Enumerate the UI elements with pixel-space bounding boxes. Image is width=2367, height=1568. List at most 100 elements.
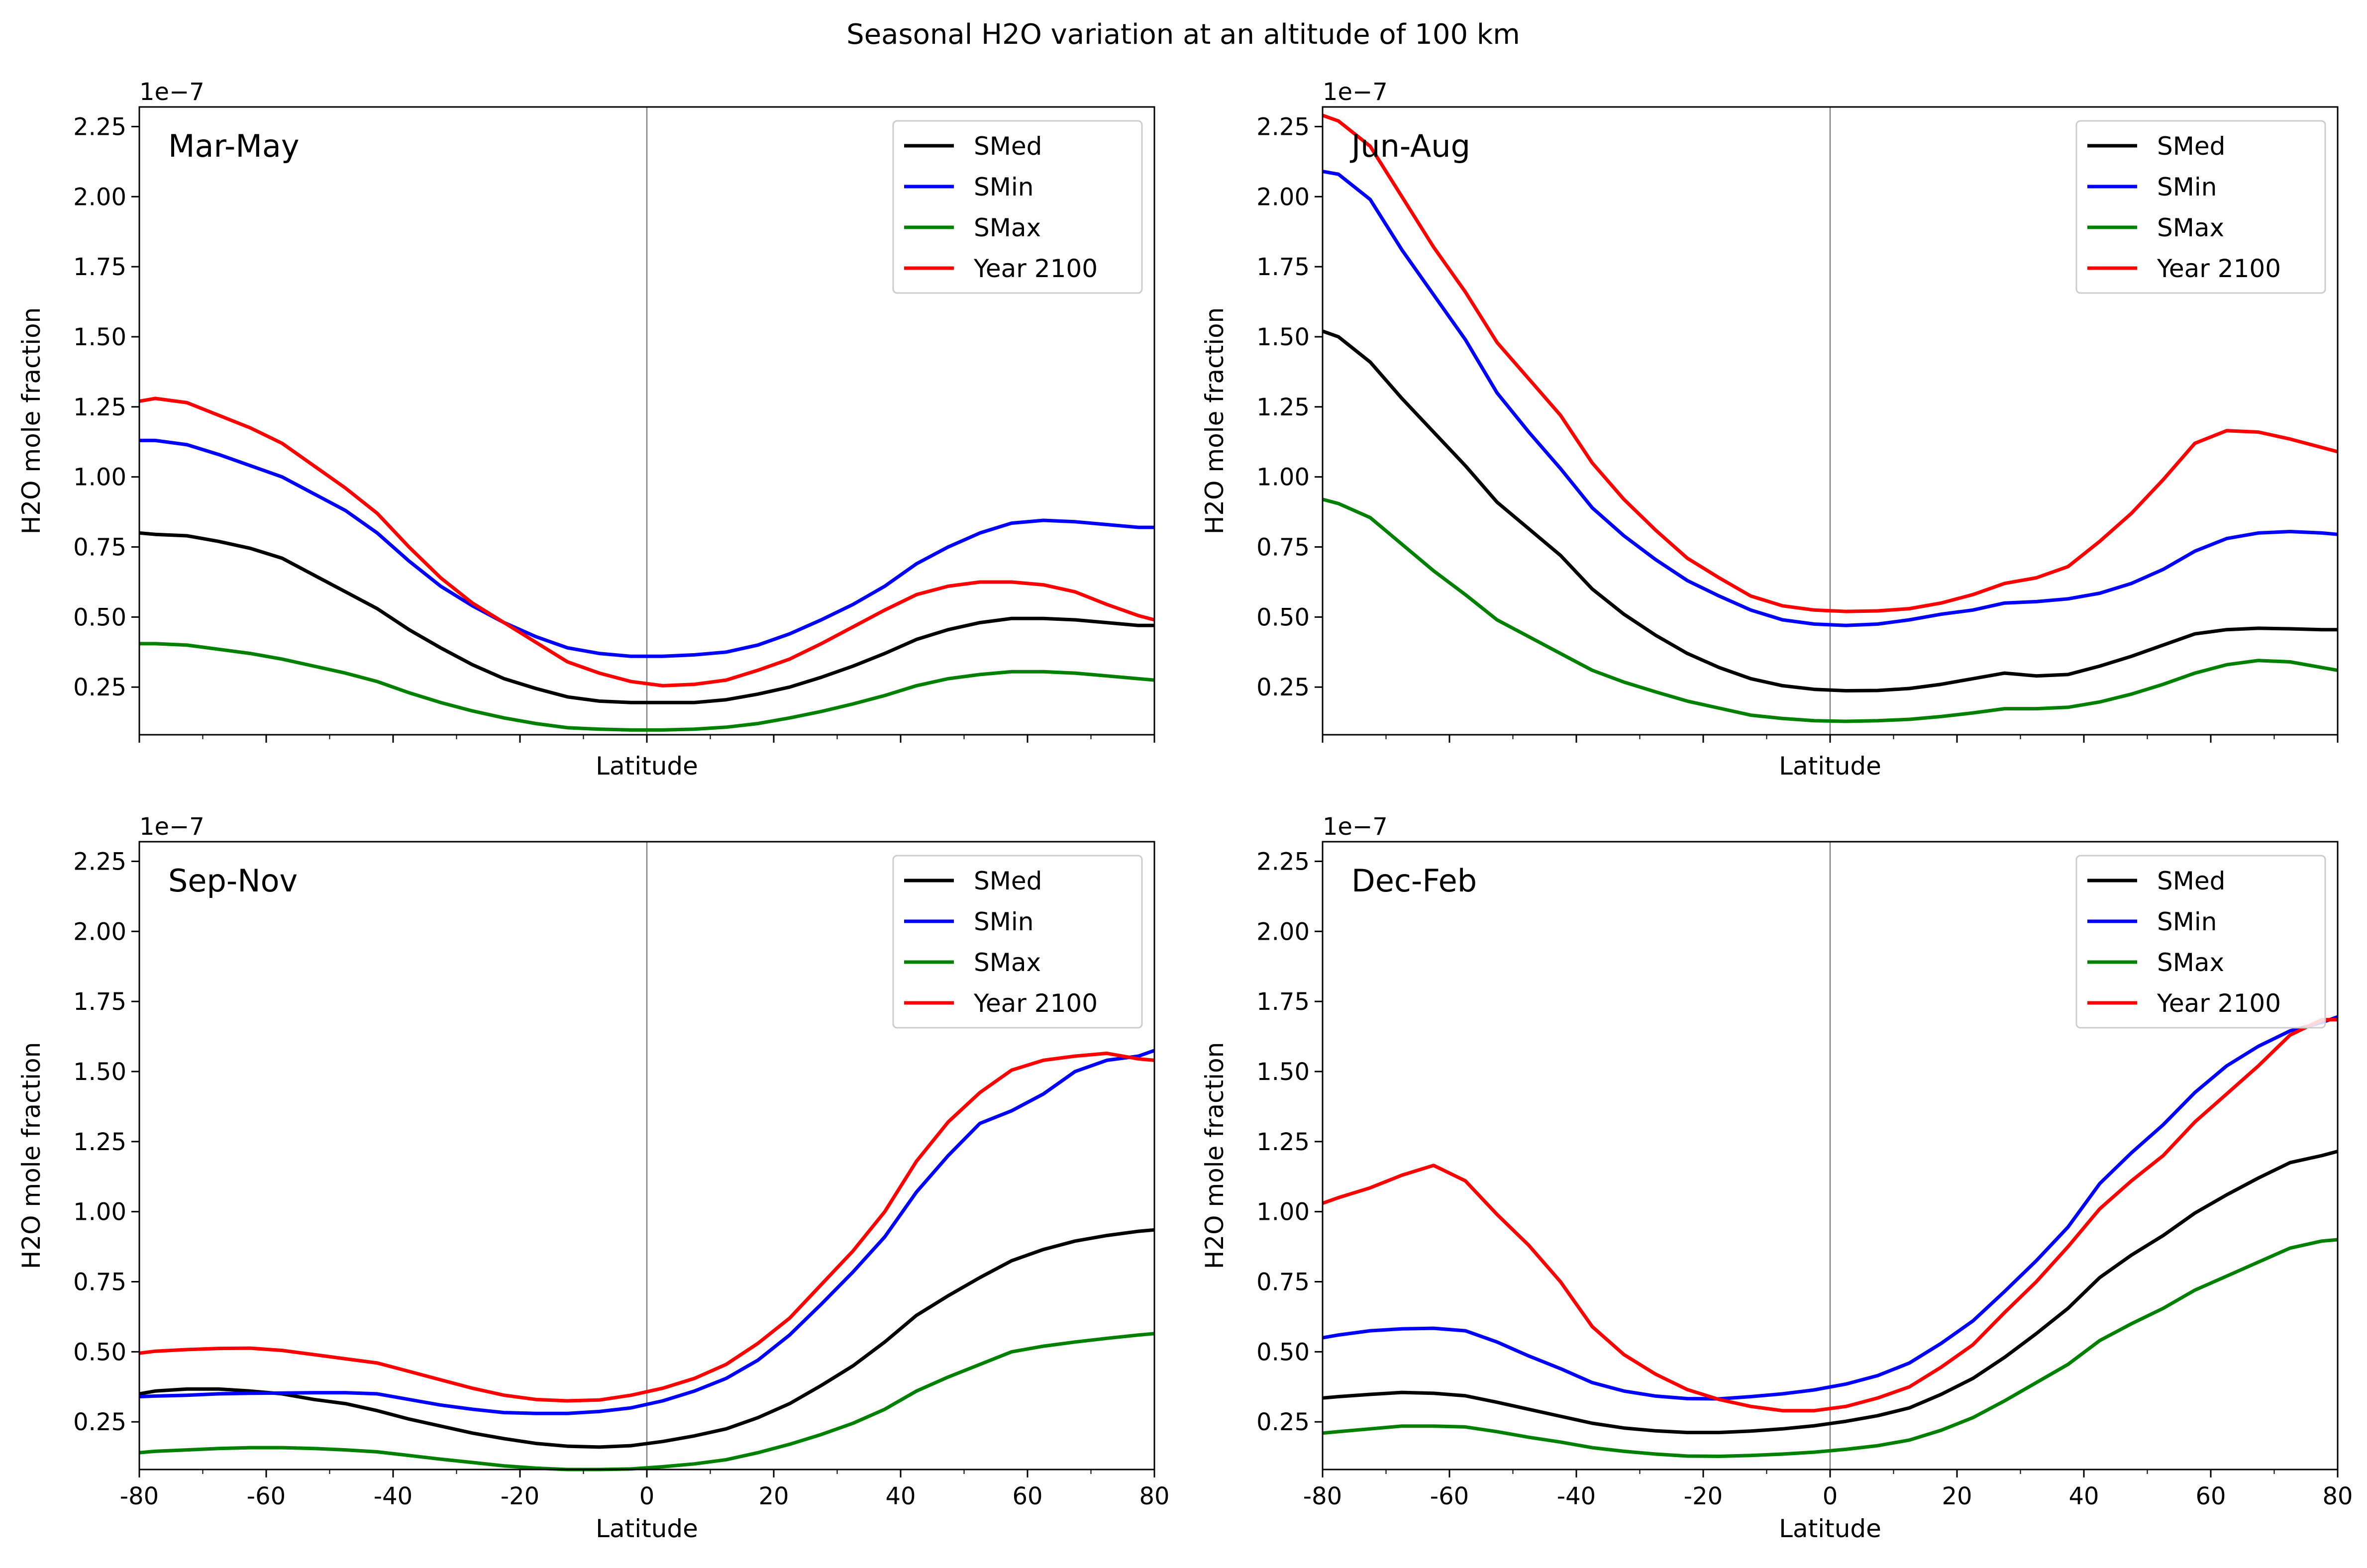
y-axis-label: H2O mole fraction <box>17 307 46 535</box>
legend-entry: Year 2100 <box>2157 254 2281 283</box>
y-tick-label: 0.75 <box>73 534 126 562</box>
legend-entry: SMin <box>2157 907 2217 936</box>
x-tick-label: -80 <box>120 1482 159 1510</box>
y-tick-label: 0.25 <box>1256 674 1310 701</box>
series-line-smed <box>1322 329 2338 692</box>
x-tick-label: -80 <box>1303 1482 1342 1510</box>
y-axis-label: H2O mole fraction <box>17 1042 46 1270</box>
y-tick-label: 1.50 <box>1256 323 1310 351</box>
y-tick-label: 0.50 <box>1256 603 1310 631</box>
x-tick-label: 0 <box>639 1482 655 1510</box>
legend-entry: SMax <box>2157 213 2224 242</box>
y-axis-label: H2O mole fraction <box>1200 307 1229 535</box>
series-line-year-2100 <box>139 396 1155 687</box>
legend: SMed SMin SMax Year 2100 <box>892 855 1143 1029</box>
y-tick-label: 1.00 <box>1256 1198 1310 1226</box>
legend: SMed SMin SMax Year 2100 <box>2075 855 2326 1029</box>
legend-entry: SMin <box>974 907 1033 936</box>
y-tick-label: 1.25 <box>73 393 126 421</box>
legend-entry: SMed <box>2157 867 2225 895</box>
panel-title: Dec-Feb <box>1351 863 1477 899</box>
figure-title: Seasonal H2O variation at an altitude of… <box>846 18 1520 51</box>
y-tick-label: 0.50 <box>73 603 126 631</box>
y-tick-label: 0.75 <box>1256 1269 1310 1296</box>
legend-entry: SMed <box>974 867 1042 895</box>
series-line-year-2100 <box>1322 113 2338 613</box>
panel-title: Jun-Aug <box>1349 128 1470 164</box>
chart-panel-4: -80 -60 -40 -20 0 20 40 60 80 0.25 0.50 0.75 1.00 1.2… <box>1200 813 2353 1543</box>
x-tick-label: 80 <box>2322 1482 2353 1510</box>
series-line-smax <box>139 1332 1155 1471</box>
legend: SMed SMin SMax Year 2100 <box>892 120 1143 294</box>
legend: SMed SMin SMax Year 2100 <box>2075 120 2326 294</box>
x-tick-label: -40 <box>1557 1482 1596 1510</box>
legend-entry: SMax <box>974 948 1041 977</box>
series-line-smin <box>139 438 1154 658</box>
y-tick-label: 2.25 <box>73 113 126 141</box>
panel-title: Sep-Nov <box>168 863 298 899</box>
x-tick-label: 60 <box>1012 1482 1042 1510</box>
chart-panel-2: 0.25 0.50 0.75 1.00 1.25 1.50 1.75 2.00 2.25 1e−7… <box>1200 78 2339 781</box>
series-line-smin <box>1322 170 2338 627</box>
y-tick-label: 2.25 <box>1256 113 1310 141</box>
legend-entry: Year 2100 <box>2157 989 2281 1018</box>
y-scale-label: 1e−7 <box>1323 813 1388 841</box>
y-scale-label: 1e−7 <box>139 78 205 106</box>
y-tick-label: 0.50 <box>1256 1338 1310 1366</box>
y-tick-label: 0.50 <box>73 1338 126 1366</box>
y-tick-label: 2.00 <box>1256 918 1310 946</box>
y-tick-label: 0.25 <box>73 674 126 701</box>
series-line-smed <box>139 1228 1155 1449</box>
legend-entry: SMed <box>2157 132 2225 161</box>
x-axis-label: Latitude <box>1779 752 1881 781</box>
y-tick-label: 0.75 <box>1256 534 1310 562</box>
x-tick-label: -40 <box>374 1482 412 1510</box>
chart-panel-3: -80 -60 -40 -20 0 20 40 60 80 0.25 0.50 0.75 1.00 1.2… <box>17 813 1170 1543</box>
y-tick-label: 1.75 <box>1256 988 1310 1016</box>
series-line-smed <box>1322 1150 2338 1435</box>
series-line-smax <box>139 642 1155 732</box>
series-line-smed <box>139 531 1154 704</box>
y-tick-label: 1.75 <box>73 988 126 1016</box>
x-tick-label: 20 <box>1942 1482 1972 1510</box>
y-tick-label: 2.25 <box>1256 848 1310 876</box>
series-line-year-2100 <box>1322 1018 2338 1413</box>
legend-box <box>892 855 1143 1029</box>
chart-panel-1: 0.25 0.50 0.75 1.00 1.25 1.50 1.75 2.00 2.25 1e−7… <box>17 78 1155 781</box>
y-tick-label: 1.25 <box>1256 393 1310 421</box>
y-axis-label: H2O mole fraction <box>1200 1042 1229 1270</box>
legend-entry: SMax <box>2157 948 2224 977</box>
legend-box <box>892 120 1143 294</box>
series-line-smax <box>1322 497 2338 723</box>
y-tick-label: 1.25 <box>73 1128 126 1156</box>
y-tick-label: 0.25 <box>1256 1408 1310 1436</box>
legend-box <box>2075 855 2326 1029</box>
y-scale-label: 1e−7 <box>1323 78 1388 106</box>
panel-title: Mar-May <box>168 128 300 164</box>
y-tick-label: 1.75 <box>73 253 126 281</box>
x-tick-label: -20 <box>1684 1482 1723 1510</box>
y-tick-label: 1.25 <box>1256 1128 1310 1156</box>
legend-entry: Year 2100 <box>973 989 1098 1018</box>
legend-entry: SMed <box>974 132 1042 161</box>
y-tick-label: 1.00 <box>73 464 126 491</box>
x-tick-label: 0 <box>1823 1482 1838 1510</box>
x-tick-label: 20 <box>758 1482 789 1510</box>
legend-box <box>2075 120 2326 294</box>
legend-entry: SMin <box>2157 173 2217 201</box>
x-axis-label: Latitude <box>596 752 698 781</box>
series-line-smin <box>139 1049 1155 1415</box>
x-tick-label: 40 <box>2068 1482 2099 1510</box>
series-line-year-2100 <box>139 1051 1155 1403</box>
y-tick-label: 1.00 <box>1256 464 1310 491</box>
y-scale-label: 1e−7 <box>139 813 205 841</box>
legend-entry: SMax <box>974 213 1041 242</box>
y-tick-label: 2.00 <box>73 183 126 211</box>
x-tick-label: -20 <box>501 1482 539 1510</box>
x-tick-label: 60 <box>2195 1482 2226 1510</box>
y-tick-label: 1.50 <box>1256 1058 1310 1086</box>
legend-entry: Year 2100 <box>973 254 1098 283</box>
panels: 0.25 0.50 0.75 1.00 1.25 1.50 1.75 2.00 2.25 1e−7… <box>17 78 2353 1543</box>
